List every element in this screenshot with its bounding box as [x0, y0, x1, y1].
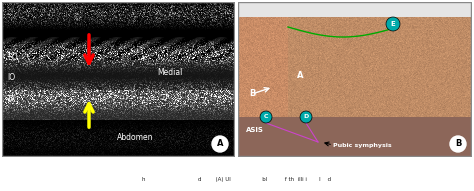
Circle shape: [300, 111, 312, 123]
Text: Medial: Medial: [157, 68, 182, 77]
Circle shape: [386, 17, 400, 31]
Text: C: C: [264, 114, 268, 120]
Text: A: A: [217, 139, 223, 148]
Text: TA: TA: [7, 95, 16, 104]
Text: D: D: [303, 114, 309, 120]
Text: Abdomen: Abdomen: [117, 133, 154, 142]
Text: h                              d        (A) Ul                  bl          f th: h d (A) Ul bl f th: [143, 176, 331, 181]
Text: IO: IO: [7, 73, 15, 82]
Circle shape: [260, 111, 272, 123]
Text: E: E: [391, 21, 395, 27]
Text: B: B: [249, 90, 255, 99]
Circle shape: [450, 136, 466, 152]
Text: ASIS: ASIS: [246, 127, 264, 133]
Circle shape: [212, 136, 228, 152]
Text: A: A: [297, 70, 303, 79]
Text: Pubic symphysis: Pubic symphysis: [333, 142, 392, 147]
Text: B: B: [455, 139, 461, 148]
Text: EO: EO: [7, 53, 18, 62]
